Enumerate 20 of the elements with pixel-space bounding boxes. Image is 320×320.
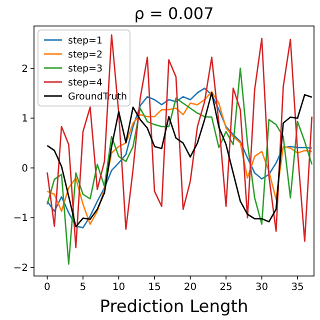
legend-label: step=4 — [68, 77, 103, 88]
y-tick-label: −1 — [13, 213, 28, 224]
y-tick-label: 1 — [22, 114, 28, 125]
x-tick-label: 15 — [148, 282, 161, 293]
legend-label: step=1 — [68, 35, 103, 46]
x-tick-label: 10 — [112, 282, 126, 293]
chart-title: ρ = 0.007 — [134, 4, 214, 23]
y-tick-label: 0 — [22, 163, 28, 174]
x-tick-label: 20 — [184, 282, 197, 293]
x-tick-label: 25 — [220, 282, 232, 293]
x-axis-title: Prediction Length — [100, 297, 248, 317]
line-series — [46, 34, 313, 248]
x-tick-label: 5 — [80, 282, 86, 293]
legend-label: step=2 — [68, 49, 103, 60]
x-tick-label: 0 — [44, 282, 50, 293]
x-tick-label: 35 — [291, 282, 304, 293]
y-tick-label: −2 — [13, 263, 28, 274]
y-tick-label: 2 — [22, 64, 28, 75]
x-tick-label: 30 — [255, 282, 268, 293]
legend-label: step=3 — [68, 63, 103, 74]
